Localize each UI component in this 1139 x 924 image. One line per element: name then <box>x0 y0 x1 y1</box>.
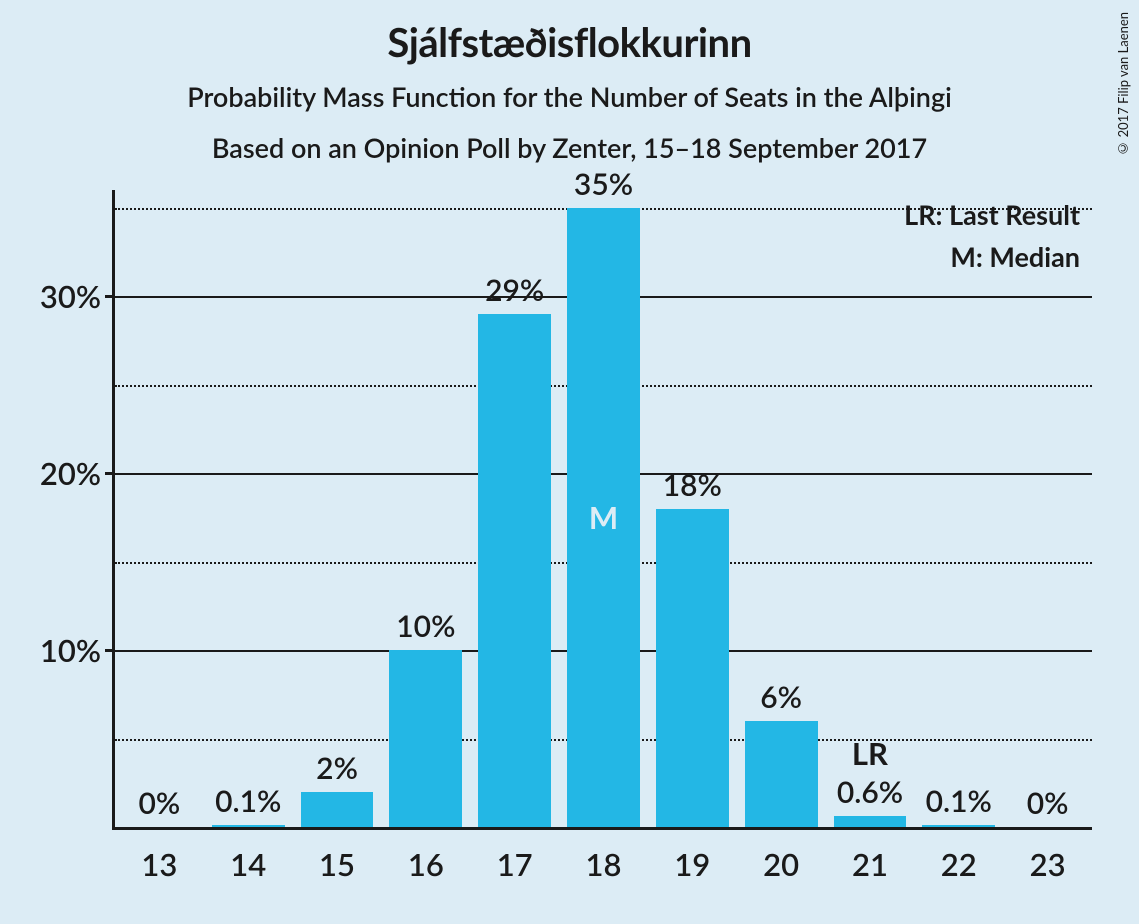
bar: 18% <box>656 509 729 828</box>
y-axis-label: 10% <box>40 631 115 669</box>
bar: 35%M <box>567 208 640 827</box>
legend-median: M: Median <box>950 240 1080 273</box>
bar-value-label: 0.6% <box>837 774 903 810</box>
x-axis-label: 21 <box>852 845 888 883</box>
bar-value-label: 10% <box>396 608 455 644</box>
x-axis-label: 22 <box>941 845 977 883</box>
bar-value-label: 0% <box>1027 785 1069 821</box>
y-axis-label: 30% <box>40 277 115 315</box>
bar-value-label: 29% <box>485 272 544 308</box>
bar-value-label: 35% <box>574 166 633 202</box>
bar-value-label: 0% <box>139 785 181 821</box>
x-axis-label: 19 <box>674 845 710 883</box>
bar-value-label: 0.1% <box>926 783 992 819</box>
y-axis-tick <box>105 472 115 475</box>
x-axis-label: 13 <box>141 845 177 883</box>
chart-title: Sjálfstæðisflokkurinn <box>0 18 1139 66</box>
plot-area: LR: Last Result M: Median 10%20%30%0%130… <box>112 190 1092 830</box>
x-axis-label: 16 <box>408 845 444 883</box>
x-axis-label: 20 <box>763 845 799 883</box>
x-axis-label: 17 <box>497 845 533 883</box>
bar: 0.1% <box>922 825 995 827</box>
bar-value-label: 18% <box>663 467 722 503</box>
x-axis-label: 18 <box>586 845 622 883</box>
x-axis-label: 23 <box>1030 845 1066 883</box>
chart-container: Sjálfstæðisflokkurinn Probability Mass F… <box>0 0 1139 924</box>
bar: 29% <box>478 314 551 827</box>
bar: 0.1% <box>212 825 285 827</box>
copyright-text: © 2017 Filip van Laenen <box>1115 12 1131 157</box>
y-axis-tick <box>105 649 115 652</box>
last-result-marker: LR <box>852 734 888 772</box>
y-axis-tick <box>105 295 115 298</box>
x-axis-label: 15 <box>319 845 355 883</box>
bar: 2% <box>301 792 374 827</box>
median-marker: M <box>589 498 618 536</box>
bar-value-label: 0.1% <box>215 783 281 819</box>
chart-subtitle-1: Probability Mass Function for the Number… <box>0 80 1139 113</box>
bar: 0.6%LR <box>834 816 907 827</box>
bar-value-label: 6% <box>760 679 802 715</box>
bar: 6% <box>745 721 818 827</box>
legend-last-result: LR: Last Result <box>904 198 1080 231</box>
y-axis-label: 20% <box>40 454 115 492</box>
chart-subtitle-2: Based on an Opinion Poll by Zenter, 15–1… <box>0 131 1139 164</box>
bar-value-label: 2% <box>316 750 358 786</box>
bar: 10% <box>389 650 462 827</box>
x-axis-label: 14 <box>230 845 266 883</box>
